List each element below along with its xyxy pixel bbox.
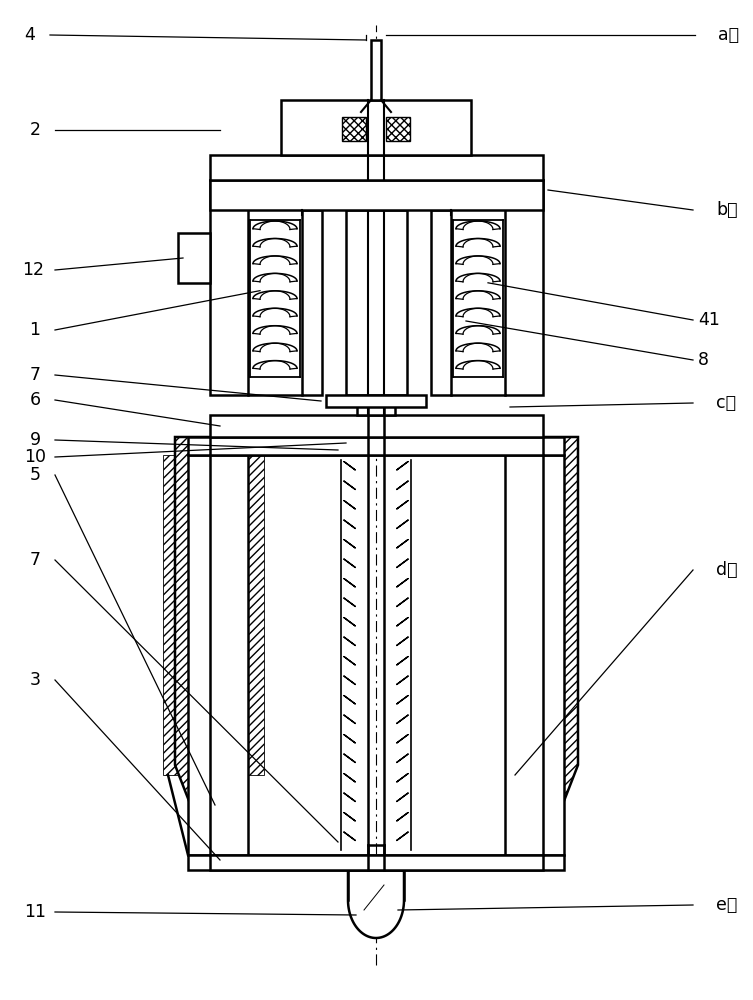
Text: 9: 9 [29, 431, 41, 449]
Polygon shape [348, 862, 404, 938]
Bar [178, 233, 210, 283]
Bar [210, 437, 543, 455]
Text: 10: 10 [24, 448, 46, 466]
Bar [346, 210, 368, 395]
Text: 5: 5 [29, 466, 41, 484]
Bar [188, 455, 226, 855]
Bar [188, 437, 564, 455]
Bar [210, 180, 543, 210]
Bar [210, 455, 248, 855]
Bar [302, 210, 322, 395]
Text: 1: 1 [29, 321, 41, 339]
Text: e腔: e腔 [716, 896, 737, 914]
Bar [357, 395, 395, 415]
Bar [526, 455, 564, 855]
Text: 7: 7 [29, 551, 41, 569]
Bar [302, 210, 322, 395]
Bar [342, 117, 366, 141]
Text: 4: 4 [25, 26, 35, 44]
Bar [210, 155, 543, 180]
Bar [386, 117, 410, 141]
Bar [210, 855, 543, 870]
Bar [210, 180, 543, 210]
Bar [210, 415, 543, 437]
Bar [371, 40, 381, 100]
Bar [210, 155, 543, 180]
Text: c腔: c腔 [716, 394, 736, 412]
Bar [178, 233, 210, 283]
Bar [384, 210, 407, 395]
Bar [326, 395, 426, 407]
Text: 8: 8 [698, 351, 709, 369]
Text: 6: 6 [29, 391, 41, 409]
Bar [431, 210, 451, 395]
Bar [371, 40, 381, 100]
Bar [281, 100, 471, 155]
Text: 7: 7 [29, 366, 41, 384]
Bar [188, 455, 226, 855]
Bar [188, 437, 564, 455]
Bar [210, 437, 543, 455]
Text: 41: 41 [698, 311, 720, 329]
Bar [210, 415, 543, 437]
Text: d腔: d腔 [716, 561, 737, 579]
Bar [346, 210, 407, 395]
Bar [505, 180, 543, 395]
Text: 2: 2 [29, 121, 41, 139]
Text: 3: 3 [29, 671, 41, 689]
Bar [210, 855, 543, 870]
Bar [210, 180, 248, 395]
Bar [526, 455, 564, 855]
Bar [210, 180, 248, 395]
Bar [505, 455, 543, 855]
Bar [281, 100, 471, 155]
Bar [188, 855, 564, 870]
Text: a腔: a腔 [718, 26, 739, 44]
Bar [505, 180, 543, 395]
Bar [326, 395, 426, 407]
Bar [163, 455, 264, 775]
Bar [210, 455, 248, 855]
Text: b腔: b腔 [716, 201, 737, 219]
Polygon shape [543, 437, 578, 855]
Bar [188, 855, 564, 870]
Bar [431, 210, 451, 395]
Text: 11: 11 [24, 903, 46, 921]
Text: 12: 12 [22, 261, 44, 279]
Bar [505, 455, 543, 855]
Polygon shape [175, 437, 210, 855]
